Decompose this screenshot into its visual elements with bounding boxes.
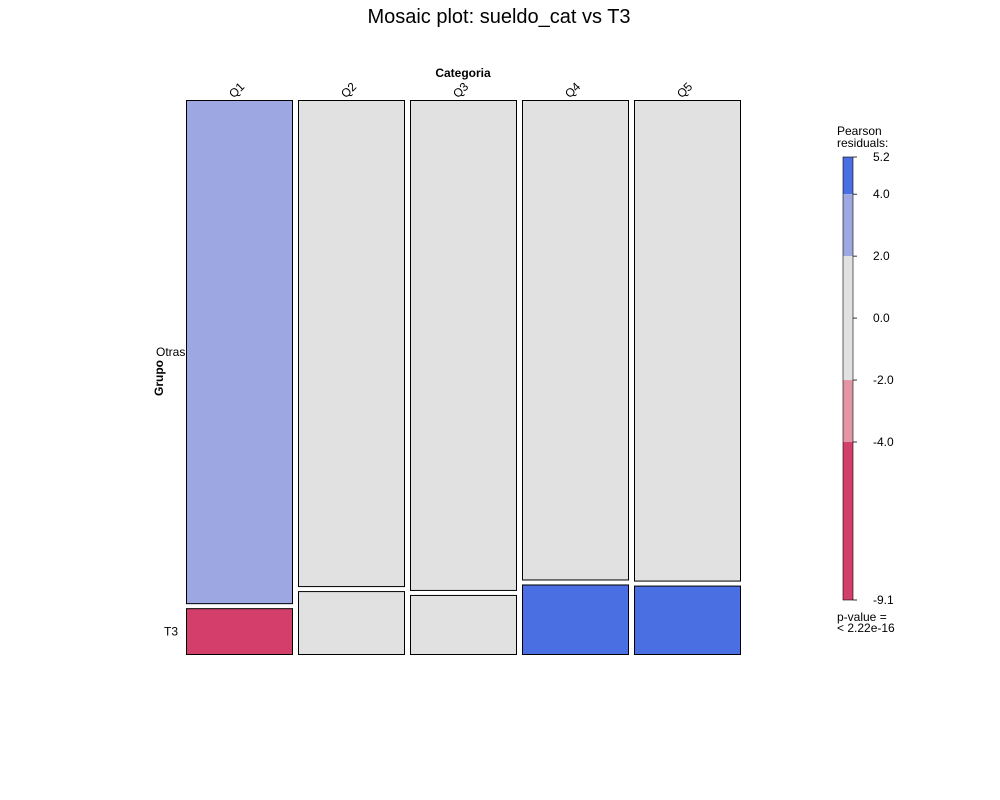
legend-ticks: 5.2 4.0 2.0 0.0 -2.0 -4.0 -9.1 [853,150,894,607]
legend-bar-outline [842,156,854,601]
legend-color-bands [842,156,854,601]
legend-band-2 [843,256,853,381]
legend-tick-label: 5.2 [873,150,890,164]
x-tick-labels: Q1 Q2 Q3 Q4 Q5 [226,79,695,100]
legend-band-1 [843,194,853,257]
mosaic-cells [186,100,741,655]
pvalue-line2: < 2.22e-16 [837,621,895,635]
y-tick-t3: T3 [164,625,178,639]
y-axis-title: Grupo [152,360,166,396]
chart-title: Mosaic plot: sueldo_cat vs T3 [367,6,630,28]
cell-t3-q3 [410,594,517,655]
y-tick-otras: Otras [156,345,185,359]
y-tick-labels: Otras T3 [156,345,185,639]
legend-tick-label: -4.0 [873,435,894,449]
cell-otras-q5 [634,100,741,582]
legend-band-4 [843,442,853,600]
legend-tick-label: -2.0 [873,373,894,387]
x-axis-title: Categoria [435,66,491,80]
cell-t3-q4 [522,584,629,655]
x-tick-q4: Q4 [562,79,583,100]
legend-tick-label: 2.0 [873,249,890,263]
legend-title-line2: residuals: [837,136,888,150]
legend-tick-label: 0.0 [873,311,890,325]
cell-t3-q5 [634,585,741,655]
cell-t3-q1 [186,608,293,655]
cell-t3-q2 [298,591,405,655]
cell-otras-q4 [522,100,629,581]
residuals-legend: Pearson residuals: 5.2 4.0 2.0 0.0 -2.0 -4.0 -… [837,124,895,635]
legend-tick-label: 4.0 [873,187,890,201]
legend-band-0 [843,157,853,195]
cell-otras-q3 [410,100,517,591]
x-tick-q5: Q5 [674,79,695,100]
cell-otras-q2 [298,100,405,588]
x-tick-q3: Q3 [450,79,471,100]
pvalue-line1: p-value = [837,610,887,624]
legend-band-3 [843,380,853,443]
x-tick-q1: Q1 [226,79,247,100]
cell-otras-q1 [186,100,293,605]
legend-tick-label: -9.1 [873,593,894,607]
legend-title-line1: Pearson [837,124,882,138]
x-tick-q2: Q2 [338,79,359,100]
